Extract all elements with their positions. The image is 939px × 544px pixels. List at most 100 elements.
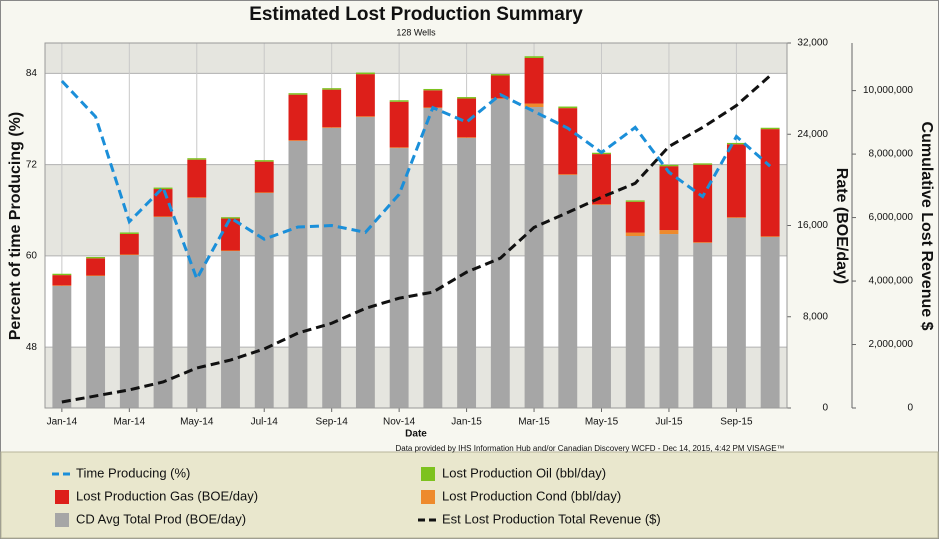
bar-segment: [52, 275, 72, 286]
legend-swatch: [55, 513, 69, 527]
bar-segment: [288, 140, 308, 409]
legend-label: Lost Production Oil (bbl/day): [442, 465, 606, 480]
y-tick-label: 72: [26, 159, 38, 170]
bar-segment: [490, 98, 510, 100]
bar-segment: [760, 127, 780, 130]
bar-segment: [254, 160, 274, 162]
bar-segment: [423, 88, 443, 91]
bar-segment: [726, 217, 746, 218]
bar-segment: [693, 164, 713, 243]
bar-segment: [322, 89, 342, 128]
bar-segment: [760, 237, 780, 408]
bar-segment: [524, 103, 544, 107]
y3-tick-label: 8,000,000: [869, 149, 914, 160]
bar-segment: [659, 164, 679, 167]
bar-segment: [254, 192, 274, 408]
y3-tick-label: 2,000,000: [869, 339, 914, 350]
bar-segment: [659, 234, 679, 408]
bar-segment: [322, 88, 342, 90]
legend-swatch: [55, 490, 69, 504]
bar-segment: [355, 117, 375, 409]
bar-segment: [558, 108, 578, 175]
bar-segment: [524, 56, 544, 58]
bar-segment: [659, 230, 679, 235]
legend-swatch: [421, 467, 435, 481]
bar-segment: [187, 197, 207, 199]
y3-tick-label: 6,000,000: [869, 212, 914, 223]
y-tick-label: 60: [26, 251, 38, 262]
bar-segment: [490, 75, 510, 99]
bar-segment: [52, 273, 72, 276]
bar-segment: [693, 242, 713, 408]
bar-segment: [423, 90, 443, 108]
x-tick-label: Mar-15: [518, 417, 550, 428]
bar-segment: [52, 285, 72, 408]
credit: Data provided by IHS Information Hub and…: [395, 444, 784, 453]
x-tick-label: Jan-15: [451, 417, 482, 428]
bar-segment: [52, 285, 72, 286]
bar-segment: [187, 159, 207, 198]
bar-segment: [288, 140, 308, 141]
bar-segment: [153, 189, 173, 217]
bar-segment: [86, 258, 106, 276]
y3-tick-label: 4,000,000: [869, 276, 914, 287]
legend-label: CD Avg Total Prod (BOE/day): [76, 511, 246, 526]
x-axis-label: Date: [405, 429, 427, 440]
y3-tick-label: 10,000,000: [863, 85, 913, 96]
bar-segment: [86, 256, 106, 259]
bar-segment: [625, 201, 645, 233]
bar-segment: [254, 192, 274, 193]
bar-segment: [119, 232, 139, 234]
bar-segment: [254, 161, 274, 193]
line-series: [61, 74, 772, 404]
bar-segment: [389, 147, 409, 149]
legend-panel: [0, 451, 939, 539]
chart-title: Estimated Lost Production Summary: [249, 4, 583, 25]
bar-segment: [760, 129, 780, 237]
bar-segment: [153, 187, 173, 190]
bar-segment: [726, 217, 746, 408]
bar-segment: [389, 100, 409, 102]
legend-label: Est Lost Production Total Revenue ($): [442, 511, 661, 526]
bar-segment: [355, 116, 375, 118]
x-tick-label: Jul-14: [251, 417, 279, 428]
y2-tick-label: 8,000: [803, 311, 828, 322]
x-tick-label: Sep-14: [316, 417, 349, 428]
bar-segment: [726, 144, 746, 218]
bar-segment: [659, 166, 679, 231]
plot-band: [45, 43, 787, 74]
bar-segment: [423, 108, 443, 408]
legend-label: Lost Production Gas (BOE/day): [76, 488, 258, 503]
legend-label: Lost Production Cond (bbl/day): [442, 488, 621, 503]
y2-tick-label: 24,000: [797, 129, 828, 140]
bar-segment: [187, 158, 207, 160]
bar-segment: [490, 74, 510, 76]
bar-segment: [524, 106, 544, 408]
y-tick-label: 48: [26, 342, 38, 353]
x-tick-label: Jan-14: [47, 417, 78, 428]
bar-segment: [153, 217, 173, 408]
legend-label: Time Producing (%): [76, 465, 190, 480]
bar-segment: [693, 242, 713, 243]
y2-tick-label: 0: [822, 403, 828, 414]
y3-axis-label: Cumulative Lost Revenue $: [918, 122, 935, 331]
bar-segment: [760, 236, 780, 238]
bar-segment: [490, 99, 510, 408]
x-tick-label: Mar-14: [113, 417, 145, 428]
bar-segment: [457, 137, 477, 139]
bar-segment: [726, 142, 746, 145]
bar-segment: [524, 57, 544, 104]
bar-segment: [288, 93, 308, 95]
bar-segment: [693, 163, 713, 165]
bar-segment: [355, 74, 375, 117]
y2-tick-label: 16,000: [797, 220, 828, 231]
y2-tick-label: 32,000: [797, 38, 828, 49]
bar-segment: [625, 235, 645, 408]
legend-swatch: [421, 490, 435, 504]
bar-segment: [389, 101, 409, 148]
bar-segment: [221, 217, 240, 219]
x-tick-label: Jul-15: [655, 417, 683, 428]
y2-axis-label: Rate (BOE/day): [833, 168, 850, 284]
bar-segment: [625, 200, 645, 202]
